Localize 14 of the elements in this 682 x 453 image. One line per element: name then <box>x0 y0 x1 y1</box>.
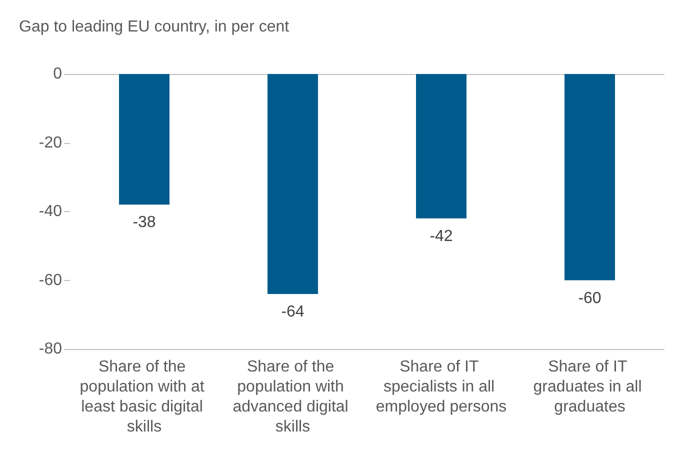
chart-title: Gap to leading EU country, in per cent <box>19 18 290 36</box>
x-tick-label: Share of the population with at least basic digital skills <box>80 358 209 436</box>
y-tick-label: -60 <box>38 272 62 289</box>
y-tick-label: -20 <box>38 134 62 152</box>
y-tick-label: -40 <box>38 203 62 220</box>
x-tick-label: Share of the population with advanced digital skills <box>232 358 353 436</box>
x-tick-label: Share of IT specialists in all employed persons <box>376 358 507 416</box>
y-tick-label: 0 <box>53 66 62 82</box>
data-label: -38 <box>132 214 156 232</box>
data-label: -60 <box>578 290 602 307</box>
data-label: -64 <box>281 304 304 320</box>
x-tick-label: Share of IT graduates in all graduates <box>533 358 646 416</box>
data-label: -42 <box>430 228 453 245</box>
y-tick-label: -80 <box>38 340 62 358</box>
